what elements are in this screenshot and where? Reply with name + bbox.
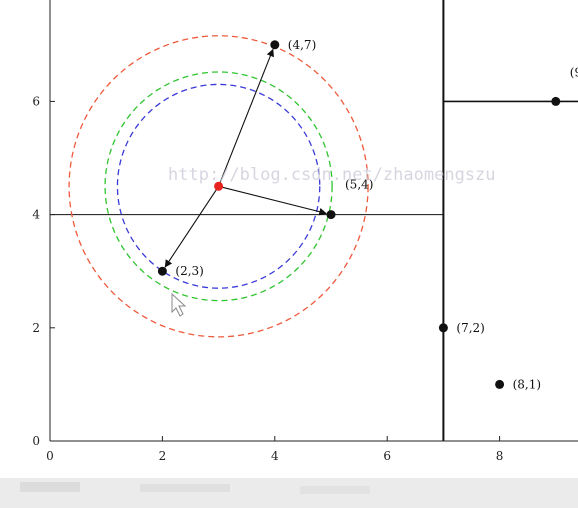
- arrow-to-5-4: [218, 185, 327, 216]
- x-tick-label: 2: [159, 449, 167, 463]
- circle-green: [104, 71, 333, 302]
- axes: 0 2 4 6 8 0 2 4 6: [32, 0, 578, 463]
- x-tick-label: 6: [383, 449, 391, 463]
- data-point: [438, 323, 448, 333]
- data-point: [270, 40, 280, 50]
- arrow-to-4-7: [218, 48, 274, 187]
- x-tick-label: 4: [271, 449, 279, 463]
- cursor-icon: [171, 292, 187, 317]
- data-point: [157, 266, 167, 276]
- y-tick-label: 4: [32, 208, 40, 222]
- x-tick-label: 0: [46, 449, 54, 463]
- query-point: [214, 181, 224, 191]
- data-point: [326, 210, 336, 220]
- x-tick-label: 8: [496, 449, 504, 463]
- search-circles: [68, 35, 369, 338]
- point-label: (4,7): [288, 38, 316, 52]
- arrow-to-2-3: [164, 185, 220, 268]
- nearest-neighbor-arrows: [164, 48, 327, 268]
- point-label: (2,3): [175, 264, 203, 278]
- point-label: (8,1): [513, 377, 541, 391]
- circle-blue: [116, 83, 321, 289]
- y-tick-label: 6: [32, 94, 40, 108]
- point-label: (7,2): [456, 321, 484, 335]
- watermark-text: http://blog.csdn.net/zhaomengszu: [168, 165, 496, 185]
- point-label: (5,4): [345, 178, 373, 192]
- data-point: [495, 379, 505, 389]
- circle-red: [68, 35, 369, 338]
- point-label: (9: [570, 65, 578, 79]
- y-tick-label: 0: [32, 434, 40, 448]
- data-points: (4,7) (5,4) (2,3) (7,2) (8,1) (9: [157, 38, 578, 391]
- y-tick-label: 2: [32, 321, 40, 335]
- data-point: [551, 96, 561, 106]
- blurred-bottom-band: [0, 478, 578, 508]
